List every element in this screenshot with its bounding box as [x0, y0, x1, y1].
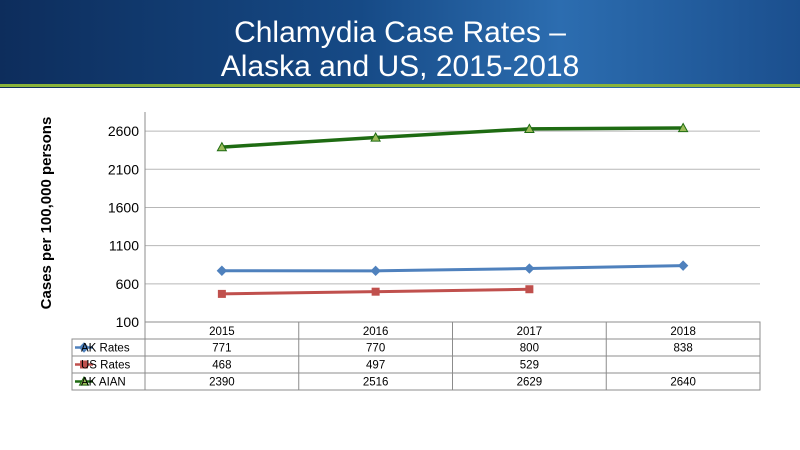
- data-point: [217, 289, 226, 298]
- title-line-1: Chlamydia Case Rates –: [234, 16, 566, 49]
- x-tick-label: 2015: [209, 326, 235, 338]
- y-tick-label: 1100: [109, 238, 139, 254]
- y-tick-label: 2600: [108, 123, 139, 139]
- data-label: 497: [366, 360, 385, 372]
- legend-key-marker: [80, 360, 88, 369]
- x-tick-label: 2017: [517, 326, 543, 338]
- data-point: [677, 260, 689, 271]
- series-line-ak-rates: [221, 264, 684, 273]
- table-row: [71, 372, 761, 391]
- data-label: 529: [520, 360, 539, 372]
- header-banner: [0, 0, 800, 88]
- y-tick-label: 1600: [108, 199, 139, 215]
- data-label: 770: [366, 343, 385, 355]
- data-point: [371, 287, 380, 296]
- data-point: [370, 265, 381, 277]
- data-point: [524, 263, 535, 274]
- data-point: [677, 122, 689, 133]
- data-point: [370, 131, 381, 142]
- data-label: 838: [674, 343, 693, 355]
- data-label: 2640: [670, 377, 696, 389]
- data-label: 771: [212, 343, 231, 355]
- table-row: [71, 355, 761, 374]
- legend-key-marker: [78, 342, 90, 353]
- table-row: [71, 338, 761, 357]
- legend-entry: AK Rates: [81, 343, 130, 355]
- legend-key-marker: [78, 375, 90, 386]
- data-label: 800: [520, 343, 539, 355]
- data-point: [216, 141, 228, 152]
- title-line-2: Alaska and US, 2015-2018: [220, 50, 580, 83]
- x-tick-label: 2018: [670, 326, 696, 338]
- data-label: 2629: [517, 377, 543, 389]
- legend-entry: US Rates: [81, 360, 130, 372]
- header-divider: [0, 84, 800, 87]
- series-line-ak-aian: [221, 126, 684, 149]
- data-label: 2516: [363, 377, 389, 389]
- slide-title: Chlamydia Case Rates – Alaska and US, 20…: [0, 16, 800, 84]
- legend-entry: AK AIAN: [81, 377, 126, 389]
- x-tick-label: 2016: [363, 326, 389, 338]
- data-point: [525, 285, 534, 294]
- data-label: 468: [212, 360, 231, 372]
- y-tick-label: 2100: [108, 161, 139, 177]
- data-point: [216, 265, 228, 276]
- data-point: [524, 123, 535, 133]
- y-tick-label: 100: [116, 314, 140, 330]
- y-tick-label: 600: [116, 276, 140, 292]
- data-label: 2390: [209, 377, 235, 389]
